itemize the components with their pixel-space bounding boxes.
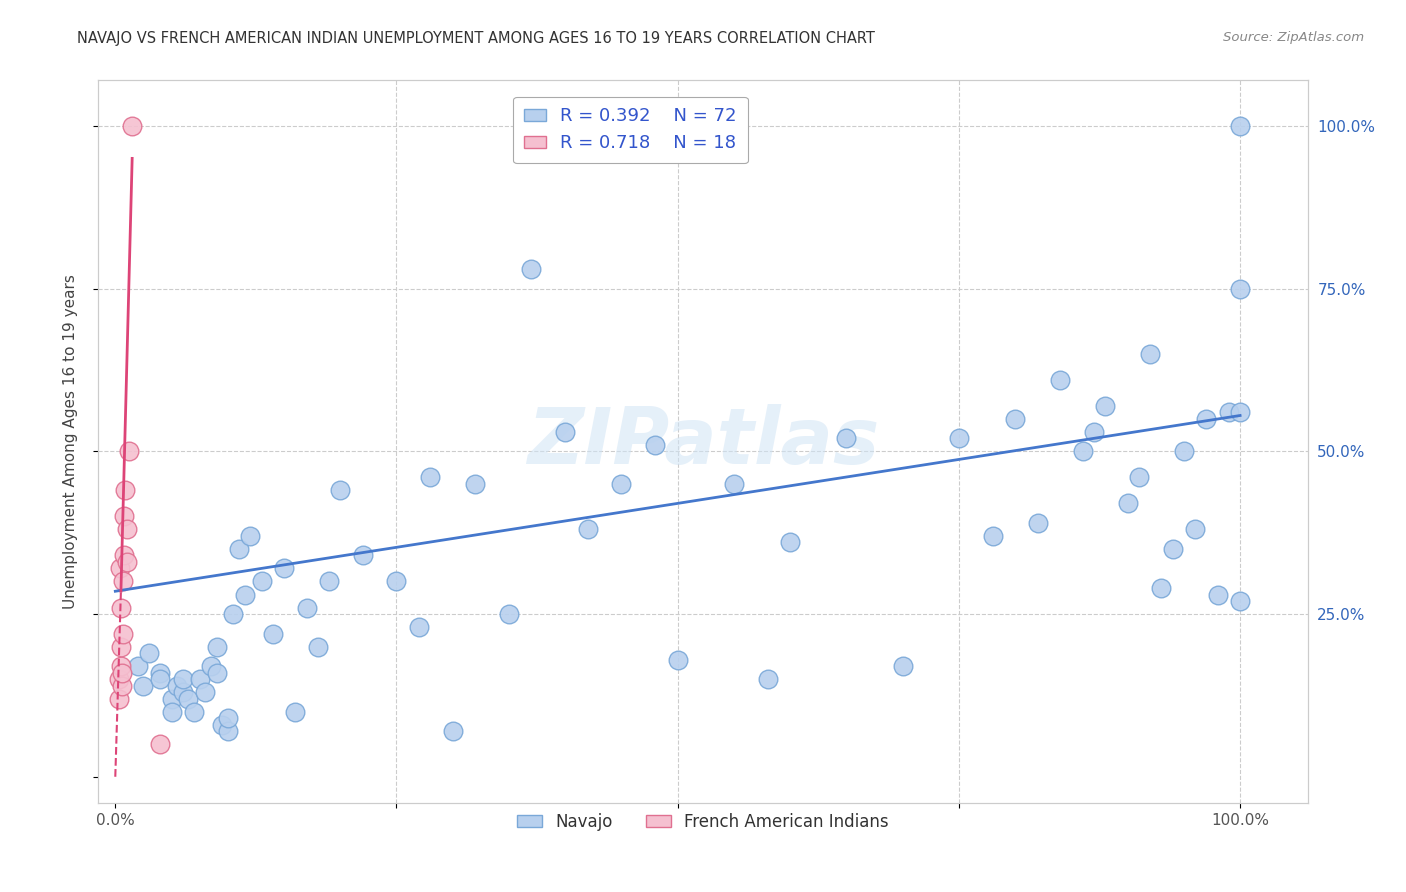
- Point: [172, 685, 194, 699]
- Point: [385, 574, 408, 589]
- Y-axis label: Unemployment Among Ages 16 to 19 years: Unemployment Among Ages 16 to 19 years: [63, 274, 77, 609]
- Point: [408, 620, 430, 634]
- Point: [108, 561, 131, 575]
- Point: [307, 640, 329, 654]
- Point: [295, 600, 318, 615]
- Point: [107, 691, 129, 706]
- Point: [835, 431, 858, 445]
- Point: [1218, 405, 1240, 419]
- Point: [160, 691, 183, 706]
- Point: [419, 470, 441, 484]
- Point: [112, 626, 135, 640]
- Point: [1229, 119, 1251, 133]
- Point: [211, 717, 233, 731]
- Legend: Navajo, French American Indians: Navajo, French American Indians: [510, 806, 896, 838]
- Point: [110, 640, 132, 654]
- Point: [114, 483, 136, 498]
- Point: [177, 691, 200, 706]
- Point: [464, 476, 486, 491]
- Point: [172, 672, 194, 686]
- Point: [183, 705, 205, 719]
- Point: [284, 705, 307, 719]
- Point: [1083, 425, 1105, 439]
- Point: [644, 438, 666, 452]
- Point: [981, 529, 1004, 543]
- Point: [1184, 523, 1206, 537]
- Point: [194, 685, 217, 699]
- Point: [329, 483, 352, 498]
- Point: [262, 626, 284, 640]
- Point: [149, 737, 172, 751]
- Point: [149, 665, 172, 680]
- Point: [1139, 346, 1161, 360]
- Point: [107, 672, 129, 686]
- Point: [111, 679, 134, 693]
- Point: [233, 587, 256, 601]
- Point: [576, 523, 599, 537]
- Point: [554, 425, 576, 439]
- Point: [498, 607, 520, 621]
- Point: [138, 646, 160, 660]
- Point: [200, 659, 222, 673]
- Point: [1071, 444, 1094, 458]
- Point: [115, 555, 138, 569]
- Point: [1026, 516, 1049, 530]
- Point: [112, 509, 135, 524]
- Text: NAVAJO VS FRENCH AMERICAN INDIAN UNEMPLOYMENT AMONG AGES 16 TO 19 YEARS CORRELAT: NAVAJO VS FRENCH AMERICAN INDIAN UNEMPLO…: [77, 31, 875, 46]
- Point: [666, 652, 689, 666]
- Point: [756, 672, 779, 686]
- Point: [1128, 470, 1150, 484]
- Point: [318, 574, 340, 589]
- Point: [132, 679, 155, 693]
- Point: [1229, 282, 1251, 296]
- Point: [891, 659, 914, 673]
- Point: [188, 672, 211, 686]
- Point: [166, 679, 188, 693]
- Point: [1116, 496, 1139, 510]
- Point: [273, 561, 295, 575]
- Point: [1150, 581, 1173, 595]
- Point: [1173, 444, 1195, 458]
- Point: [1195, 411, 1218, 425]
- Point: [352, 549, 374, 563]
- Point: [239, 529, 262, 543]
- Point: [1229, 594, 1251, 608]
- Point: [149, 672, 172, 686]
- Point: [1094, 399, 1116, 413]
- Point: [121, 119, 143, 133]
- Point: [111, 665, 134, 680]
- Point: [118, 444, 141, 458]
- Point: [222, 607, 245, 621]
- Point: [610, 476, 633, 491]
- Point: [115, 523, 138, 537]
- Text: ZIPatlas: ZIPatlas: [527, 403, 879, 480]
- Point: [205, 665, 228, 680]
- Point: [1206, 587, 1229, 601]
- Point: [1049, 373, 1071, 387]
- Point: [779, 535, 801, 549]
- Point: [112, 574, 135, 589]
- Point: [160, 705, 183, 719]
- Point: [127, 659, 149, 673]
- Point: [948, 431, 970, 445]
- Point: [250, 574, 273, 589]
- Point: [1004, 411, 1026, 425]
- Point: [723, 476, 745, 491]
- Point: [441, 724, 464, 739]
- Text: Source: ZipAtlas.com: Source: ZipAtlas.com: [1223, 31, 1364, 45]
- Point: [110, 659, 132, 673]
- Point: [112, 549, 135, 563]
- Point: [1161, 541, 1184, 556]
- Point: [110, 600, 132, 615]
- Point: [228, 541, 250, 556]
- Point: [217, 711, 239, 725]
- Point: [1229, 405, 1251, 419]
- Point: [217, 724, 239, 739]
- Point: [520, 262, 543, 277]
- Point: [205, 640, 228, 654]
